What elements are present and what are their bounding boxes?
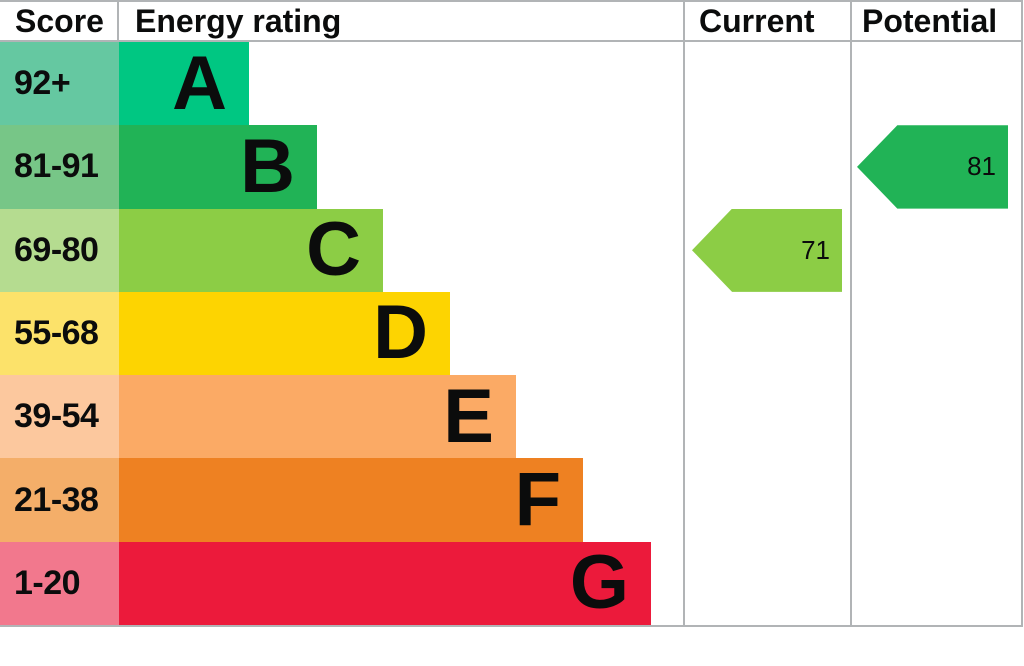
current-rating-arrow: 71 <box>692 208 842 292</box>
band-row-d: 55-68 D <box>0 291 683 376</box>
score-range-d: 55-68 <box>0 291 119 376</box>
band-bar-a: A <box>119 42 249 126</box>
band-row-c: 69-80 C <box>0 208 683 292</box>
score-range-b: 81-91 <box>0 125 119 209</box>
score-range-g: 1-20 <box>0 541 119 625</box>
current-header: Current <box>699 3 815 39</box>
band-bar-f: F <box>119 458 583 542</box>
score-range-e: 39-54 <box>0 375 119 459</box>
band-bar-g: G <box>119 541 651 625</box>
current-column-divider <box>850 0 852 627</box>
band-row-g: 1-20 G <box>0 541 683 625</box>
score-range-c: 69-80 <box>0 208 119 292</box>
band-bar-c: C <box>119 208 383 292</box>
band-bar-b: B <box>119 125 317 209</box>
top-border <box>0 0 1023 2</box>
band-row-e: 39-54 E <box>0 375 683 459</box>
band-bar-e: E <box>119 375 516 459</box>
band-row-f: 21-38 F <box>0 458 683 542</box>
header-divider <box>0 40 1023 42</box>
band-bar-d: D <box>119 291 450 376</box>
right-border <box>1021 0 1023 627</box>
band-row-a: 92+ A <box>0 42 683 126</box>
score-header: Score <box>15 3 104 39</box>
energy-rating-header: Energy rating <box>135 3 342 39</box>
rating-bands: 92+ A 81-91 B 69-80 C 55-68 D 39-54 E 21… <box>0 42 683 625</box>
band-row-b: 81-91 B <box>0 125 683 209</box>
potential-header: Potential <box>862 3 998 39</box>
score-range-a: 92+ <box>0 42 119 126</box>
energy-column-divider <box>683 0 685 627</box>
score-column-divider <box>117 0 119 42</box>
bottom-border <box>0 625 1023 627</box>
score-range-f: 21-38 <box>0 458 119 542</box>
potential-rating-arrow: 81 <box>857 125 1008 209</box>
